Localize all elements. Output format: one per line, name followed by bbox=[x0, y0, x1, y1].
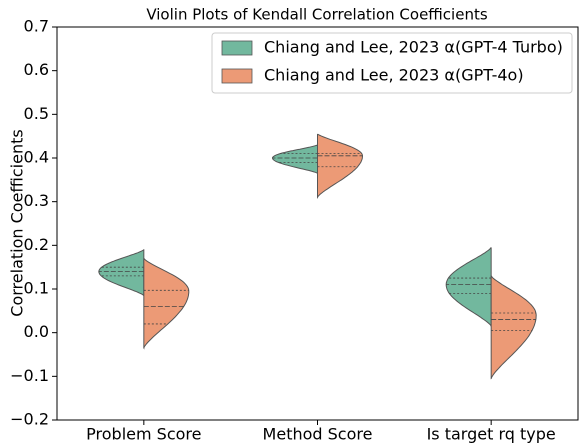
violin-half bbox=[98, 249, 145, 298]
violin-half bbox=[317, 133, 364, 200]
y-tick-label: 0.4 bbox=[24, 148, 49, 167]
y-tick-label: −0.2 bbox=[10, 410, 49, 429]
violin-half bbox=[445, 247, 492, 327]
legend-swatch bbox=[221, 40, 253, 56]
y-tick-label: 0.0 bbox=[24, 322, 49, 341]
y-tick-label: 0.1 bbox=[24, 279, 49, 298]
y-tick-label: 0.2 bbox=[24, 235, 49, 254]
x-tick-label: Problem Score bbox=[86, 425, 201, 444]
violin-half bbox=[272, 144, 318, 175]
chart-title: Violin Plots of Kendall Correlation Coef… bbox=[146, 6, 488, 24]
y-tick-label: −0.1 bbox=[10, 366, 49, 385]
legend-box bbox=[211, 32, 573, 94]
legend-label: Chiang and Lee, 2023 α(GPT-4 Turbo) bbox=[264, 38, 563, 57]
y-tick-label: 0.6 bbox=[24, 60, 49, 79]
legend-swatch bbox=[221, 68, 253, 84]
y-axis-label: Correlation Coefficients bbox=[8, 129, 27, 316]
x-tick-label: Method Score bbox=[263, 425, 373, 444]
violin-half bbox=[143, 258, 190, 350]
legend-label: Chiang and Lee, 2023 α(GPT-4o) bbox=[264, 66, 524, 85]
y-tick-label: 0.3 bbox=[24, 191, 49, 210]
x-tick-label: Is target rq type bbox=[427, 425, 556, 444]
y-tick-label: 0.5 bbox=[24, 104, 49, 123]
violin-half bbox=[490, 275, 537, 380]
y-tick-label: 0.7 bbox=[24, 17, 49, 36]
